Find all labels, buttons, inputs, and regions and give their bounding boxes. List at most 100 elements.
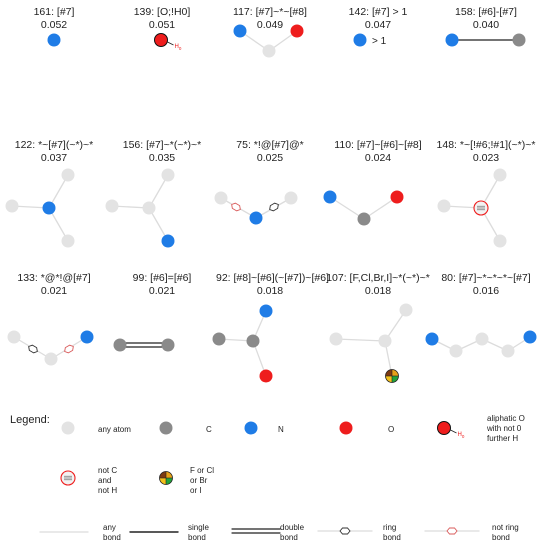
legend-double-bond-icon [231,528,281,534]
fragment-cell: 158: [#6]-[#7] 0.040 [432,0,540,130]
any-atom [61,421,75,435]
legend-any-bond-icon [39,531,89,533]
not-ring-bond-marker [446,527,458,535]
legend-not-ring-bond-label-line: bond [492,533,510,542]
oxygen-atom [390,190,404,204]
legend-not-ring-bond-label-line: not ring [492,523,519,532]
any-atom [44,352,58,366]
fragment-structure: > 1 [353,33,387,47]
fragment-label: 107: [F,Cl,Br,I]~*(~*)~* [326,272,430,284]
legend-any-bond-label-line: bond [103,533,121,542]
fragment-label: 80: [#7]~*~*~*~[#7] [441,272,531,284]
fragment-header: 133: *@*!@[#7] 0.021 [0,272,108,298]
oxygen-atom [339,421,353,435]
carbon-atom [113,338,127,352]
fragment-cell: 80: [#7]~*~*~*~[#7] 0.016 [425,266,540,396]
oxygen-atom [290,24,304,38]
fragment-cell: 75: *!@[#7]@* 0.025 [214,133,324,263]
any-atom [142,201,156,215]
any-atom [284,191,298,205]
fragment-structure [445,33,526,47]
fragment-structure [105,168,175,248]
fragment-structure [47,33,61,47]
hydrogen-label: H0 [458,432,465,439]
nitrogen-atom [259,304,273,318]
fragment-structure [425,330,537,358]
fragment-structure [323,190,404,226]
fragment-label: 92: [#8]~[#6](~[#7])~[#6] [216,272,329,284]
fragment-cell: 122: *~[#7](~*)~* 0.037 [0,133,108,263]
any-atom [449,344,463,358]
not-ring-bond-marker [64,344,74,354]
legend-carbon-icon [159,421,173,435]
fragment-label: 133: *@*!@[#7] [17,272,91,284]
fragment-header: 117: [#7]~*~[#8] 0.049 [216,6,324,32]
fragment-label: 142: [#7] > 1 [348,6,408,18]
fragment-cell: 92: [#8]~[#6](~[#7])~[#6] 0.018 [212,266,329,396]
halogen-atom [385,369,399,383]
any-atom [214,191,228,205]
legend-halogen-label-line: F or Cl [190,466,214,475]
fragment-header: 158: [#6]-[#7] 0.040 [432,6,540,32]
fragment-cell: 161: [#7] 0.052 [0,0,108,130]
fragment-structure [437,168,507,248]
legend-nitrogen-label: N [278,425,284,435]
fragment-structure [214,191,298,225]
legend-halogen-label-line: or Br [190,476,208,485]
legend-any-atom-label: any atom [98,425,131,435]
fragment-importance: 0.037 [40,152,68,164]
fragment-importance: 0.018 [256,285,284,297]
legend-any-bond-label-line: any [103,523,116,532]
fragment-cell: 110: [#7]~[#6]~[#8] 0.024 [323,133,432,263]
fragment-importance: 0.024 [364,152,392,164]
fragment-label: 158: [#6]-[#7] [455,6,517,18]
legend-aliphatic-o-label-line: further H [487,434,519,443]
legend-aliphatic-o-label-line: with not 0 [487,424,522,433]
nitrogen-atom [80,330,94,344]
legend-single-bond-label-line: bond [188,533,206,542]
carbon-atom [246,334,260,348]
fragment-label: 161: [#7] [33,6,75,18]
fragment-structure [212,304,273,383]
fragment-cell: 99: [#6]=[#6] 0.021 [108,266,216,396]
legend-any-bond-label: any bond [103,523,121,543]
fragment-header: 92: [#8]~[#6](~[#7])~[#6] 0.018 [216,272,329,298]
halogen-atom [159,471,173,485]
legend-not-c-label-line: not H [98,486,118,495]
fragment-header: 161: [#7] 0.052 [0,6,108,32]
oxygen-atom [437,421,451,435]
fragment-header: 107: [F,Cl,Br,I]~*(~*)~* 0.018 [324,272,432,298]
legend-single-bond-label: single bond [188,523,209,543]
fragment-importance: 0.040 [472,19,500,31]
any-atom [493,168,507,182]
fragment-label: 122: *~[#7](~*)~* [14,139,94,151]
fragment-importance: 0.021 [40,285,68,297]
legend-not-c-not-h-icon [60,470,76,486]
fragment-structure [329,303,413,383]
not-ring-bond-marker [231,202,241,212]
any-atom [105,199,119,213]
fragment-cell: 148: *~[!#6;!#1](~*)~* 0.023 [432,133,540,263]
legend-aliphatic-o-icon: H0 [437,421,465,439]
fragment-importance: 0.023 [472,152,500,164]
any-atom [5,199,19,213]
fragment-label: 148: *~[!#6;!#1](~*)~* [436,139,536,151]
fragment-cell: 142: [#7] > 1 0.047 > 1 [324,0,432,130]
legend-any-atom-label-line: any atom [98,425,131,434]
nitrogen-atom [445,33,459,47]
fragment-importance: 0.021 [148,285,176,297]
legend-ring-bond-label-line: ring [383,523,397,532]
legend-halogen-label: F or Cl or Br or I [190,466,214,496]
count-label: > 1 [372,36,387,47]
fragment-header: 156: [#7]~*(~*)~* 0.035 [108,139,216,165]
fragment-label: 110: [#7]~[#6]~[#8] [334,139,422,151]
any-atom [61,168,75,182]
bond [329,196,365,220]
legend-any-atom-icon [61,421,75,435]
any-atom [7,330,21,344]
carbon-atom [212,332,226,346]
fragment-structure: H0 [154,33,182,51]
nitrogen-atom [42,201,56,215]
any-atom [493,234,507,248]
